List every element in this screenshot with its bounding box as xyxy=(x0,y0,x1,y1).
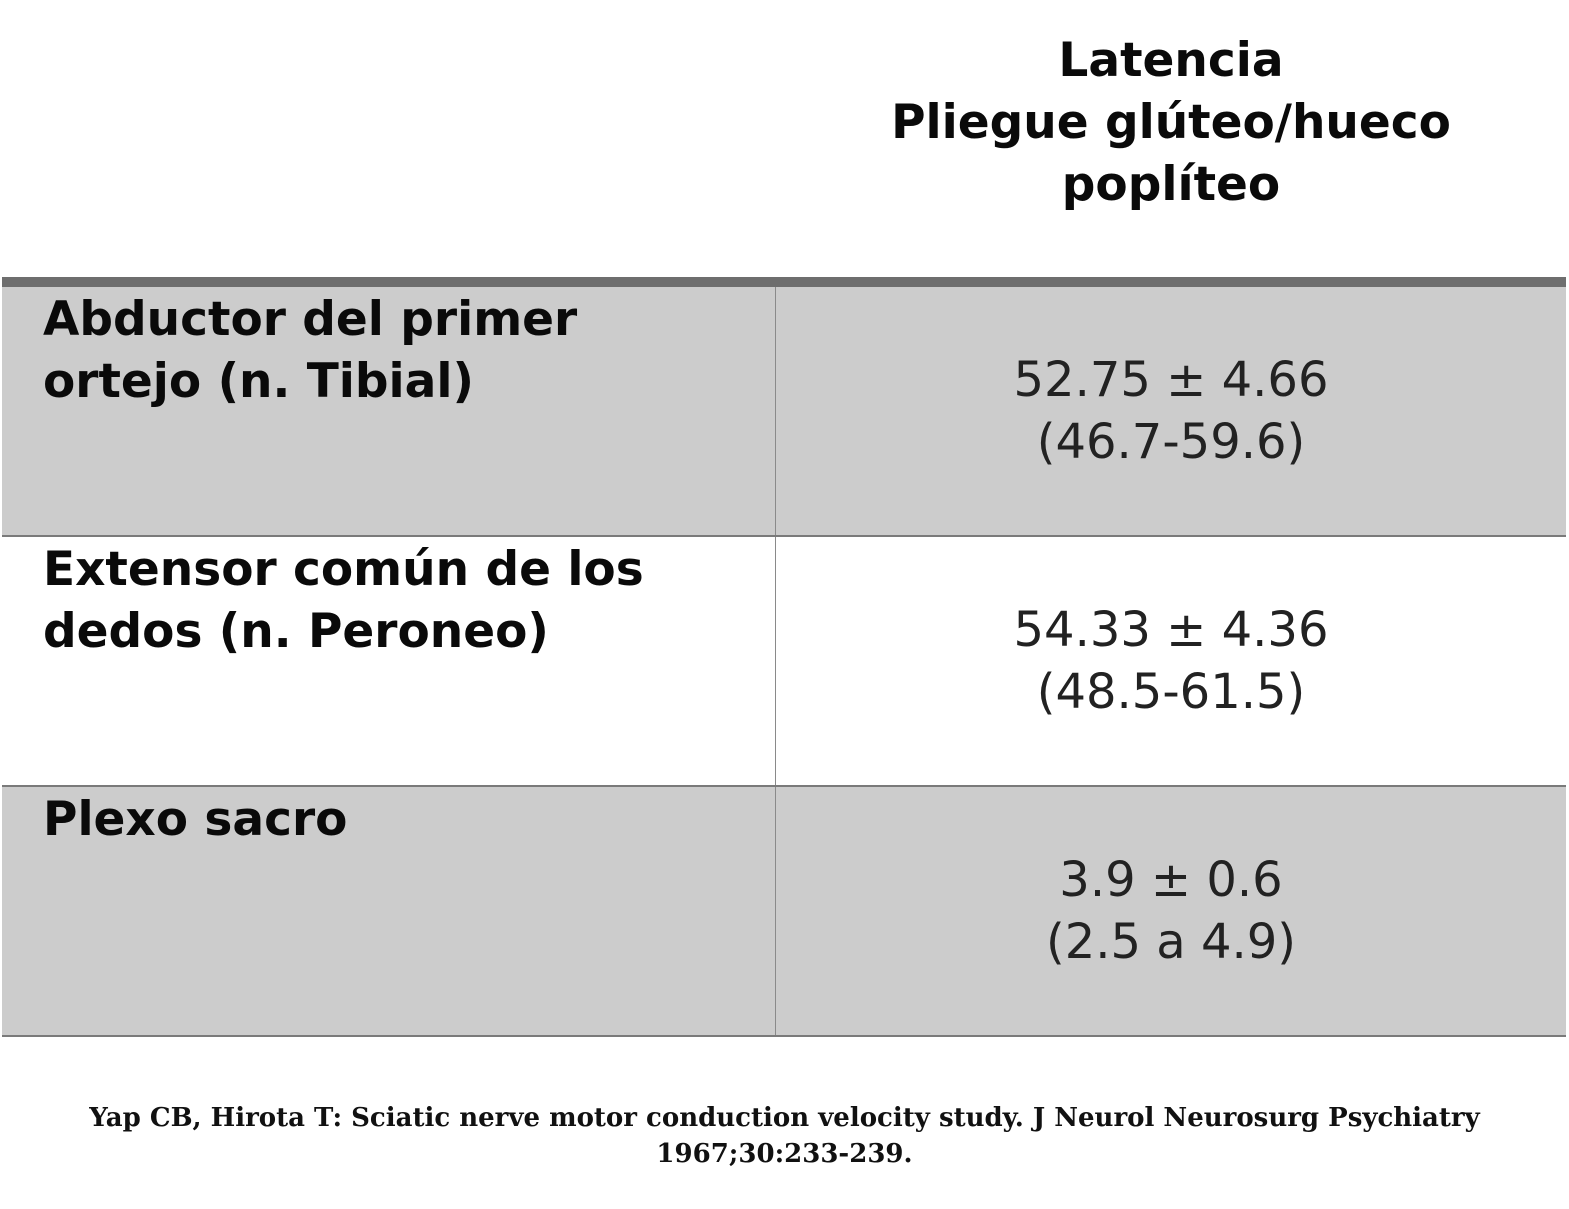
row-value-mean: 3.9 ± 0.6 xyxy=(1059,852,1283,908)
row-label: Abductor del primer xyxy=(43,292,578,347)
row-label: Plexo sacro xyxy=(43,792,348,847)
row-label-cell: Extensor común de los dedos (n. Peroneo) xyxy=(2,537,776,785)
citation: Yap CB, Hirota T: Sciatic nerve motor co… xyxy=(0,1100,1569,1172)
latency-table: Abductor del primer ortejo (n. Tibial) 5… xyxy=(2,287,1566,1037)
citation-line: Yap CB, Hirota T: Sciatic nerve motor co… xyxy=(89,1103,1480,1133)
row-value-range: (46.7-59.6) xyxy=(1036,414,1306,470)
table-row: Abductor del primer ortejo (n. Tibial) 5… xyxy=(2,287,1566,537)
row-value-mean: 52.75 ± 4.66 xyxy=(1013,352,1329,408)
row-value-range: (2.5 a 4.9) xyxy=(1045,914,1297,970)
citation-line: 1967;30:233-239. xyxy=(656,1139,913,1169)
row-value-mean: 54.33 ± 4.36 xyxy=(1013,602,1329,658)
row-label-cell: Abductor del primer ortejo (n. Tibial) xyxy=(2,287,776,535)
header-rule xyxy=(2,277,1566,287)
row-value-range: (48.5-61.5) xyxy=(1036,664,1306,720)
row-value-cell: 3.9 ± 0.6 (2.5 a 4.9) xyxy=(776,787,1566,1035)
table-row: Plexo sacro 3.9 ± 0.6 (2.5 a 4.9) xyxy=(2,787,1566,1037)
row-label-cell: Plexo sacro xyxy=(2,787,776,1035)
header-line: poplíteo xyxy=(1061,157,1281,212)
row-label: dedos (n. Peroneo) xyxy=(43,604,549,659)
row-label: Extensor común de los xyxy=(43,542,644,597)
column-header: Latencia Pliegue glúteo/hueco poplíteo xyxy=(776,30,1566,216)
table-row: Extensor común de los dedos (n. Peroneo)… xyxy=(2,537,1566,787)
row-value-cell: 52.75 ± 4.66 (46.7-59.6) xyxy=(776,287,1566,535)
row-label: ortejo (n. Tibial) xyxy=(43,354,474,409)
header-line: Pliegue glúteo/hueco xyxy=(891,95,1451,150)
row-value-cell: 54.33 ± 4.36 (48.5-61.5) xyxy=(776,537,1566,785)
header-line: Latencia xyxy=(1058,33,1284,88)
